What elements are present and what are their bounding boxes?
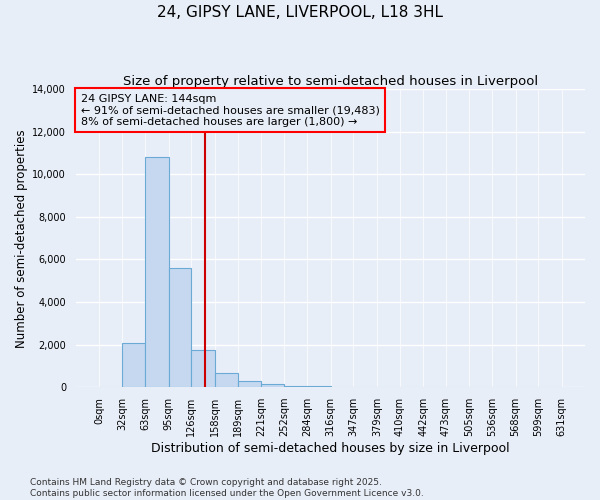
- Bar: [215, 374, 238, 387]
- Text: 24, GIPSY LANE, LIVERPOOL, L18 3HL: 24, GIPSY LANE, LIVERPOOL, L18 3HL: [157, 5, 443, 20]
- X-axis label: Distribution of semi-detached houses by size in Liverpool: Distribution of semi-detached houses by …: [151, 442, 509, 455]
- Bar: [169, 268, 191, 387]
- Bar: [284, 386, 307, 387]
- Bar: [122, 342, 145, 387]
- Title: Size of property relative to semi-detached houses in Liverpool: Size of property relative to semi-detach…: [123, 75, 538, 88]
- Bar: [261, 384, 284, 387]
- Y-axis label: Number of semi-detached properties: Number of semi-detached properties: [15, 129, 28, 348]
- Bar: [191, 350, 215, 387]
- Bar: [307, 386, 331, 387]
- Bar: [145, 158, 169, 387]
- Text: 24 GIPSY LANE: 144sqm
← 91% of semi-detached houses are smaller (19,483)
8% of s: 24 GIPSY LANE: 144sqm ← 91% of semi-deta…: [81, 94, 380, 127]
- Bar: [238, 381, 261, 387]
- Text: Contains HM Land Registry data © Crown copyright and database right 2025.
Contai: Contains HM Land Registry data © Crown c…: [30, 478, 424, 498]
